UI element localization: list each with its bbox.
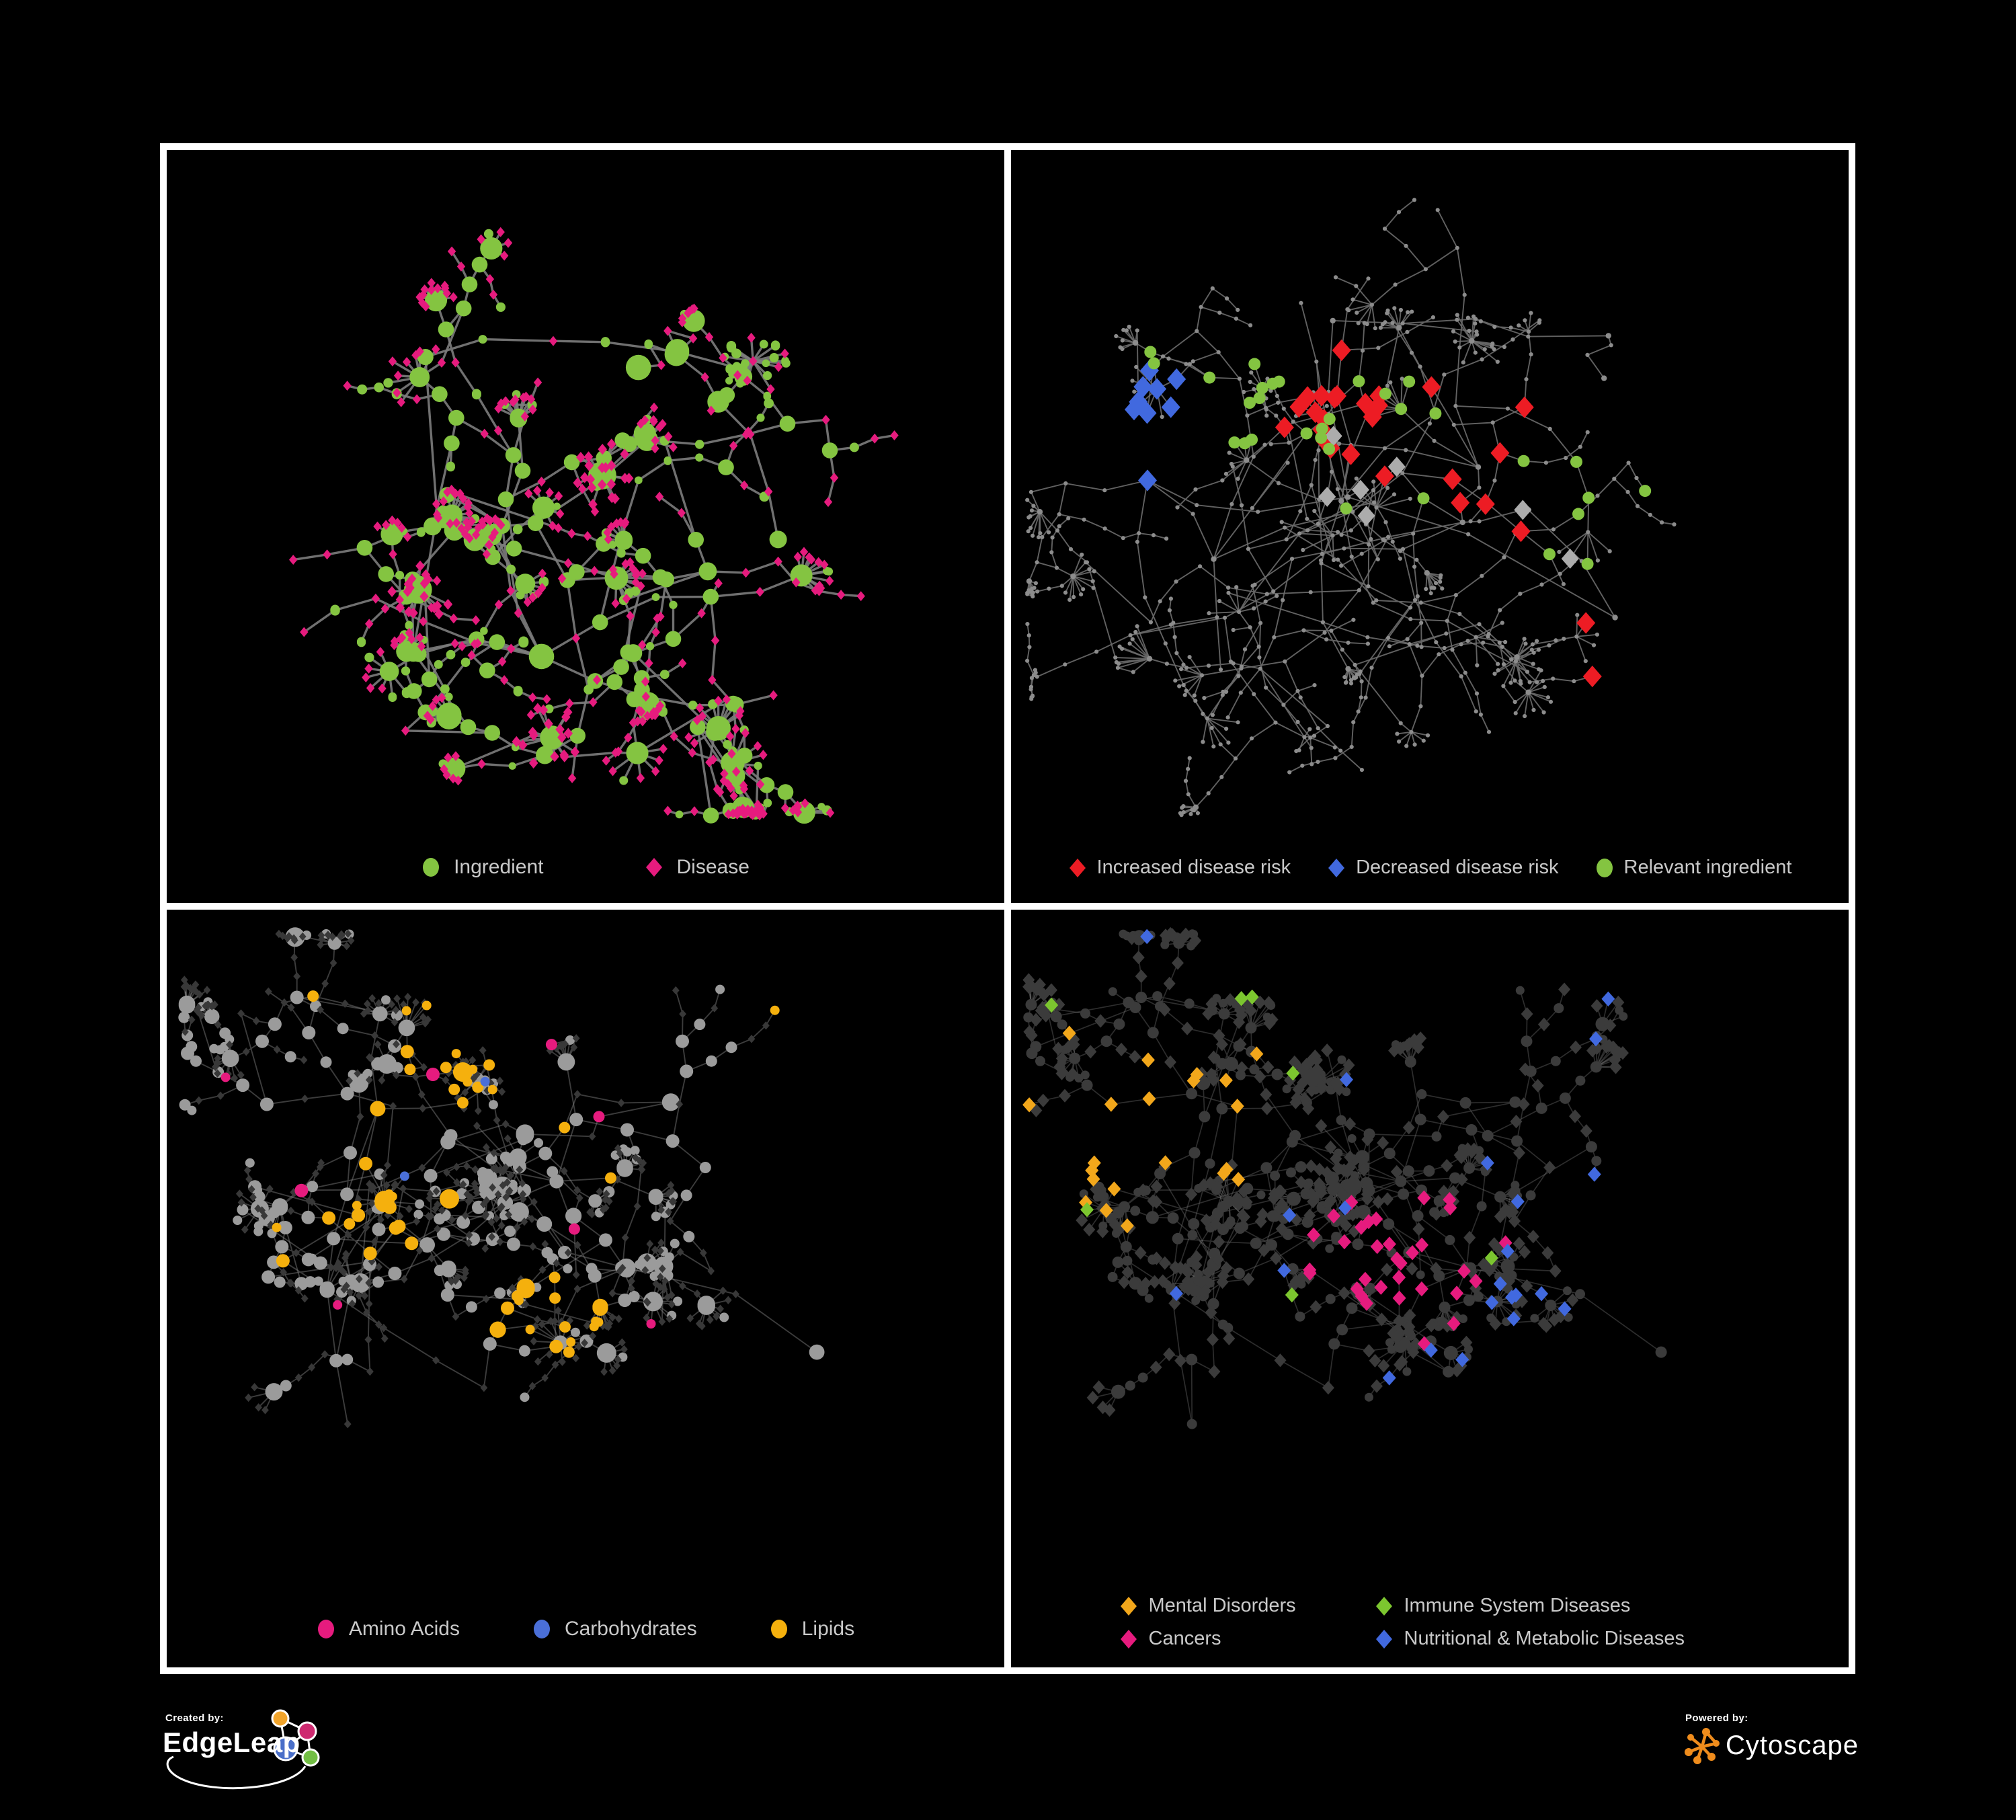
panel-disease-classes: Mental Disorders Immune System Diseases Ca…	[1004, 903, 1855, 1674]
network-nodes	[1125, 360, 1186, 491]
powered-by-label: Powered by:	[1685, 1712, 1748, 1724]
circle-icon	[1596, 858, 1613, 877]
circle-icon	[423, 858, 440, 877]
legend-label: Amino Acids	[348, 1618, 460, 1640]
diamond-icon	[1328, 858, 1345, 877]
disease-risk-network-graph	[1025, 198, 1677, 818]
diamond-icon	[1069, 858, 1086, 877]
cytoscape-brand: Cytoscape	[1726, 1730, 1859, 1760]
legend-item-increased-disease-risk: Increased disease risk	[1068, 857, 1291, 879]
legend-label: Disease	[676, 856, 750, 878]
network-nodes	[1303, 1190, 1513, 1351]
legend-label: Ingredient	[454, 856, 544, 878]
network-nodes	[180, 929, 770, 1429]
circle-icon	[533, 1620, 550, 1638]
panel-disease-risk: Increased disease risk Decreased disease …	[1004, 143, 1855, 910]
legend-item-nutritional-metabolic-diseases: Nutritional & Metabolic Diseases	[1375, 1628, 1741, 1650]
edgeleap-blue-node	[273, 1736, 298, 1762]
network-nodes	[1023, 929, 1667, 1429]
circle-icon	[770, 1620, 787, 1638]
diamond-icon	[645, 858, 662, 877]
network-edges	[1026, 228, 1638, 814]
created-by-label: Created by:	[165, 1712, 224, 1724]
network-nodes	[1318, 426, 1579, 569]
network-nodes	[220, 1039, 656, 1329]
circle-icon	[317, 1620, 334, 1638]
nutrient-class-network-graph	[178, 927, 825, 1429]
network-edges	[1026, 211, 1651, 811]
legend-item-amino-acids: Amino Acids	[317, 1618, 460, 1640]
ingredient-disease-network-graph	[289, 227, 899, 824]
diamond-icon	[1120, 1596, 1137, 1616]
edgeleap-logo-icon	[166, 1709, 320, 1790]
legend-item-ingredient: Ingredient	[421, 856, 544, 879]
network-nodes	[1045, 989, 1498, 1303]
network-edges	[1027, 935, 1619, 1425]
legend-item-decreased-disease-risk: Decreased disease risk	[1327, 857, 1559, 879]
legend-label: Carbohydrates	[564, 1618, 697, 1640]
legend-label: Relevant ingredient	[1623, 857, 1792, 878]
legend-item-lipids: Lipids	[770, 1618, 854, 1640]
network-edges	[1027, 933, 1620, 1398]
network-nodes	[1275, 339, 1602, 688]
network-edges	[1028, 933, 1620, 1425]
legend-item-relevant-ingredient: Relevant ingredient	[1595, 857, 1792, 879]
created-by-logo: Created by: EdgeLeap	[163, 1709, 452, 1813]
legend-ingredient-disease: Ingredient Disease	[173, 856, 998, 879]
network-edges	[183, 933, 717, 1398]
legend-label: Lipids	[801, 1618, 855, 1640]
panel-nutrient-classes: Amino Acids Carbohydrates Lipids	[160, 903, 1011, 1674]
legend-label: Immune System Diseases	[1404, 1595, 1631, 1616]
legend-item-carbohydrates: Carbohydrates	[532, 1618, 697, 1640]
diamond-icon	[1120, 1629, 1137, 1649]
edgeleap-orange-node	[271, 1709, 290, 1728]
legend-label: Decreased disease risk	[1356, 857, 1559, 878]
network-nodes	[289, 227, 899, 821]
edgeleap-brand: EdgeLeap	[163, 1727, 300, 1758]
legend-disease-risk: Increased disease risk Decreased disease …	[1018, 857, 1842, 879]
network-nodes	[1022, 926, 1629, 1417]
legend-label: Mental Disorders	[1148, 1595, 1296, 1616]
edgeleap-magenta-node	[297, 1721, 317, 1741]
legend-nutrient-classes: Amino Acids Carbohydrates Lipids	[173, 1618, 998, 1640]
diamond-icon	[1375, 1629, 1392, 1649]
edgeleap-green-node	[301, 1748, 320, 1767]
legend-item-cancers: Cancers	[1119, 1628, 1375, 1650]
network-nodes	[272, 990, 780, 1358]
legend-item-disease: Disease	[645, 856, 750, 879]
cytoscape-logo-icon	[1685, 1728, 1720, 1764]
network-nodes	[330, 229, 859, 824]
legend-label: Nutritional & Metabolic Diseases	[1404, 1628, 1685, 1649]
legend-label: Cancers	[1148, 1628, 1221, 1649]
panel-ingredient-disease: Ingredient Disease	[160, 143, 1011, 910]
legend-label: Increased disease risk	[1096, 857, 1291, 878]
legend-disease-classes: Mental Disorders Immune System Diseases Ca…	[1018, 1595, 1842, 1650]
diamond-icon	[1375, 1596, 1392, 1616]
powered-by-logo: Powered by: Cytoscape	[1684, 1712, 1859, 1764]
legend-item-mental-disorders: Mental Disorders	[1119, 1595, 1375, 1617]
legend-item-immune-system-diseases: Immune System Diseases	[1375, 1595, 1741, 1617]
network-nodes	[178, 927, 825, 1402]
disease-class-network-graph	[1022, 926, 1667, 1429]
